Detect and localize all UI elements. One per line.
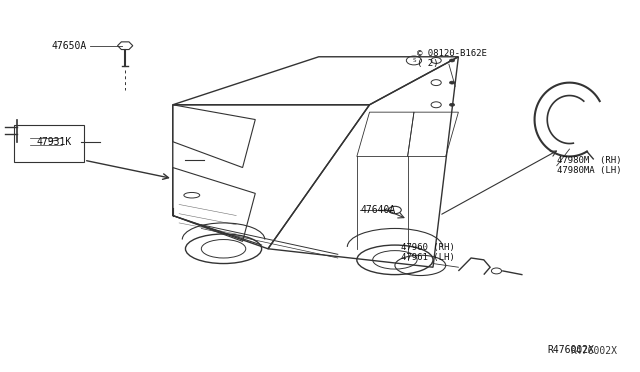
Text: R476002X: R476002X (570, 346, 617, 356)
Text: 47640A: 47640A (360, 205, 396, 215)
Text: 47980M  (RH)
47980MA (LH): 47980M (RH) 47980MA (LH) (557, 156, 621, 175)
Circle shape (449, 103, 454, 106)
Text: 47960 (RH)
47961 (LH): 47960 (RH) 47961 (LH) (401, 243, 455, 262)
Text: 47931K: 47931K (36, 137, 72, 147)
Circle shape (449, 81, 454, 84)
Text: R476002X: R476002X (548, 345, 595, 355)
Text: © 08120-B162E
( 2): © 08120-B162E ( 2) (417, 49, 487, 68)
Text: 47650A: 47650A (52, 41, 87, 51)
Text: S: S (412, 58, 416, 63)
Circle shape (449, 59, 454, 62)
